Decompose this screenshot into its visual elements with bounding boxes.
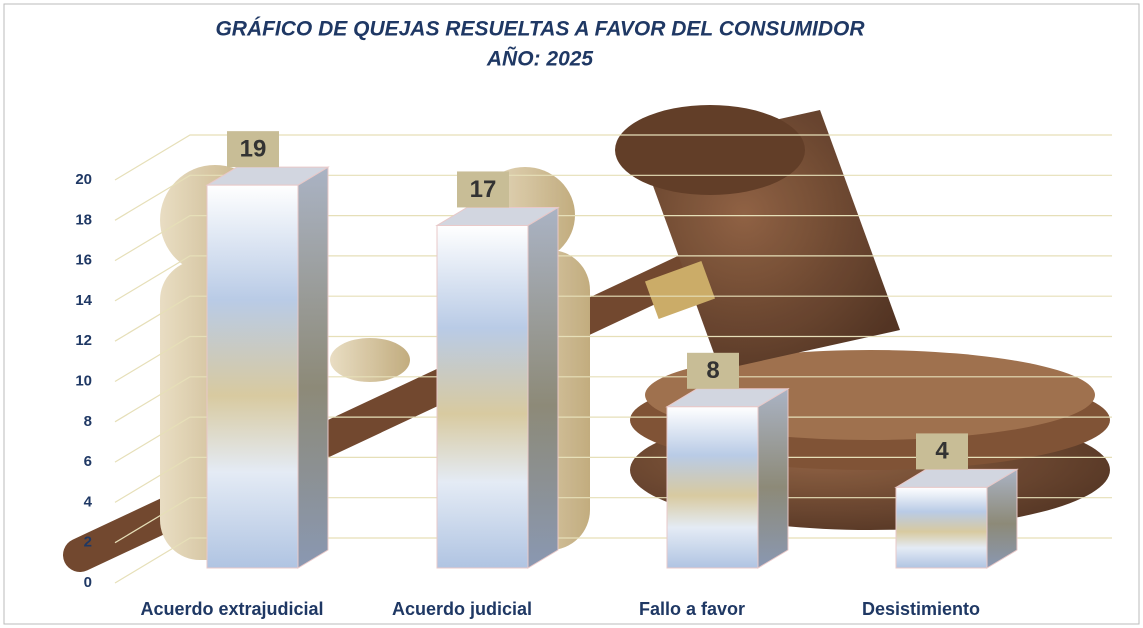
- bar: [666, 406, 759, 569]
- data-label: 17: [470, 176, 497, 203]
- y-tick-label: 12: [75, 332, 92, 349]
- bar-side: [757, 387, 789, 569]
- data-label: 8: [706, 357, 719, 384]
- grid-line: [114, 416, 1112, 463]
- bar: [206, 184, 299, 569]
- bar: [436, 224, 529, 569]
- chart-title: GRÁFICO DE QUEJAS RESUELTAS A FAVOR DEL …: [215, 18, 865, 41]
- grid-line: [114, 497, 1112, 544]
- x-tick-label: Desistimiento: [862, 599, 980, 619]
- data-label-box: [227, 131, 279, 168]
- bar-side: [297, 166, 329, 569]
- grid-line: [114, 376, 1112, 423]
- y-tick-label: 18: [75, 211, 92, 228]
- chart-subtitle: AÑO: 2025: [486, 48, 594, 71]
- grid-line: [114, 174, 1112, 221]
- y-tick-label: 10: [75, 372, 92, 389]
- grid-line: [114, 537, 1112, 584]
- grid-line: [114, 295, 1112, 342]
- x-tick-label: Acuerdo judicial: [392, 599, 532, 619]
- data-label: 19: [240, 135, 267, 162]
- y-tick-label: 8: [84, 413, 92, 430]
- y-tick-label: 2: [84, 534, 92, 551]
- grid-line: [114, 255, 1112, 302]
- grid-line: [114, 456, 1112, 503]
- grid-line: [114, 335, 1112, 383]
- y-tick-label: 14: [75, 292, 92, 309]
- x-tick-label: Acuerdo extrajudicial: [140, 599, 323, 619]
- data-label-box: [916, 433, 968, 470]
- y-tick-label: 20: [75, 171, 92, 188]
- y-tick-label: 16: [75, 252, 92, 269]
- y-tick-label: 6: [84, 453, 92, 470]
- y-tick-label: 0: [84, 574, 92, 591]
- data-label-box: [687, 352, 739, 389]
- bar-side: [527, 206, 559, 569]
- data-label: 4: [935, 438, 949, 465]
- grid-line: [114, 134, 1112, 181]
- y-tick-label: 4: [84, 493, 93, 510]
- bar: [895, 486, 988, 569]
- x-tick-label: Fallo a favor: [639, 599, 745, 619]
- data-label-box: [457, 171, 509, 208]
- grid-line: [114, 215, 1112, 262]
